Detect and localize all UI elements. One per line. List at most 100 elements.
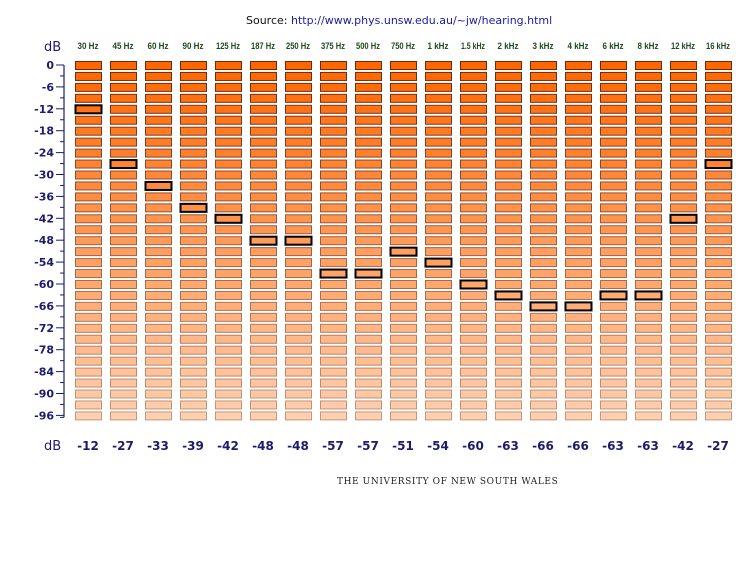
- level-cell[interactable]: [180, 312, 207, 322]
- level-cell[interactable]: [425, 104, 452, 114]
- level-cell[interactable]: [495, 115, 522, 125]
- level-cell[interactable]: [670, 148, 697, 158]
- level-cell[interactable]: [145, 225, 172, 235]
- level-cell[interactable]: [425, 203, 452, 213]
- level-cell[interactable]: [460, 82, 487, 92]
- level-cell[interactable]: [670, 71, 697, 81]
- level-cell[interactable]: [600, 159, 627, 169]
- level-cell[interactable]: [635, 400, 662, 410]
- level-cell[interactable]: [530, 411, 557, 421]
- level-cell[interactable]: [320, 104, 347, 114]
- level-cell-selected[interactable]: [284, 235, 313, 246]
- level-cell[interactable]: [215, 93, 242, 103]
- level-cell[interactable]: [320, 115, 347, 125]
- level-cell-selected[interactable]: [319, 268, 348, 279]
- level-cell[interactable]: [250, 258, 277, 268]
- level-cell[interactable]: [320, 214, 347, 224]
- level-cell[interactable]: [355, 61, 382, 70]
- level-cell[interactable]: [635, 378, 662, 388]
- level-cell[interactable]: [530, 126, 557, 136]
- level-cell[interactable]: [215, 61, 242, 70]
- level-cell[interactable]: [145, 334, 172, 344]
- level-cell[interactable]: [75, 93, 102, 103]
- level-cell[interactable]: [425, 400, 452, 410]
- level-cell[interactable]: [390, 203, 417, 213]
- level-cell[interactable]: [320, 148, 347, 158]
- level-cell[interactable]: [495, 345, 522, 355]
- level-cell[interactable]: [75, 301, 102, 311]
- level-cell[interactable]: [670, 181, 697, 191]
- level-cell[interactable]: [495, 192, 522, 202]
- level-cell[interactable]: [355, 181, 382, 191]
- level-cell[interactable]: [110, 148, 137, 158]
- source-link[interactable]: http://www.phys.unsw.edu.au/~jw/hearing.…: [291, 14, 553, 27]
- level-cell[interactable]: [215, 367, 242, 377]
- level-cell[interactable]: [460, 61, 487, 70]
- level-cell[interactable]: [635, 82, 662, 92]
- level-cell[interactable]: [705, 411, 732, 421]
- level-cell[interactable]: [145, 137, 172, 147]
- level-cell[interactable]: [460, 389, 487, 399]
- level-cell[interactable]: [705, 345, 732, 355]
- level-cell[interactable]: [635, 389, 662, 399]
- level-cell[interactable]: [180, 301, 207, 311]
- level-cell[interactable]: [75, 159, 102, 169]
- level-cell[interactable]: [705, 290, 732, 300]
- level-cell[interactable]: [670, 170, 697, 180]
- level-cell[interactable]: [705, 280, 732, 289]
- level-cell[interactable]: [390, 345, 417, 355]
- level-cell[interactable]: [565, 225, 592, 235]
- level-cell[interactable]: [285, 148, 312, 158]
- level-cell[interactable]: [250, 159, 277, 169]
- level-cell[interactable]: [670, 137, 697, 147]
- level-cell[interactable]: [110, 115, 137, 125]
- level-cell[interactable]: [635, 258, 662, 268]
- level-cell[interactable]: [250, 334, 277, 344]
- level-cell[interactable]: [180, 148, 207, 158]
- level-cell[interactable]: [355, 356, 382, 366]
- level-cell[interactable]: [285, 247, 312, 257]
- level-cell[interactable]: [460, 258, 487, 268]
- level-cell[interactable]: [705, 181, 732, 191]
- level-cell[interactable]: [110, 192, 137, 202]
- level-cell[interactable]: [705, 137, 732, 147]
- level-cell[interactable]: [75, 192, 102, 202]
- level-cell[interactable]: [75, 214, 102, 224]
- level-cell[interactable]: [530, 323, 557, 333]
- level-cell[interactable]: [110, 312, 137, 322]
- level-cell[interactable]: [145, 126, 172, 136]
- level-cell[interactable]: [250, 181, 277, 191]
- level-cell[interactable]: [145, 290, 172, 300]
- level-cell[interactable]: [705, 214, 732, 224]
- level-cell[interactable]: [110, 104, 137, 114]
- level-cell[interactable]: [250, 126, 277, 136]
- level-cell[interactable]: [250, 400, 277, 410]
- level-cell[interactable]: [355, 93, 382, 103]
- level-cell[interactable]: [530, 192, 557, 202]
- level-cell[interactable]: [670, 280, 697, 289]
- level-cell[interactable]: [670, 400, 697, 410]
- level-cell[interactable]: [215, 115, 242, 125]
- level-cell[interactable]: [75, 367, 102, 377]
- level-cell[interactable]: [670, 126, 697, 136]
- level-cell[interactable]: [285, 61, 312, 70]
- level-cell[interactable]: [285, 225, 312, 235]
- level-cell[interactable]: [460, 203, 487, 213]
- level-cell[interactable]: [530, 82, 557, 92]
- level-cell[interactable]: [460, 334, 487, 344]
- level-cell[interactable]: [670, 356, 697, 366]
- level-cell[interactable]: [285, 192, 312, 202]
- level-cell[interactable]: [355, 148, 382, 158]
- level-cell[interactable]: [320, 301, 347, 311]
- level-cell[interactable]: [425, 247, 452, 257]
- level-cell[interactable]: [705, 247, 732, 257]
- level-cell[interactable]: [390, 126, 417, 136]
- level-cell[interactable]: [320, 367, 347, 377]
- level-cell[interactable]: [460, 247, 487, 257]
- level-cell[interactable]: [390, 137, 417, 147]
- level-cell[interactable]: [530, 61, 557, 70]
- level-cell[interactable]: [600, 214, 627, 224]
- level-cell[interactable]: [495, 104, 522, 114]
- level-cell[interactable]: [215, 301, 242, 311]
- level-cell[interactable]: [285, 411, 312, 421]
